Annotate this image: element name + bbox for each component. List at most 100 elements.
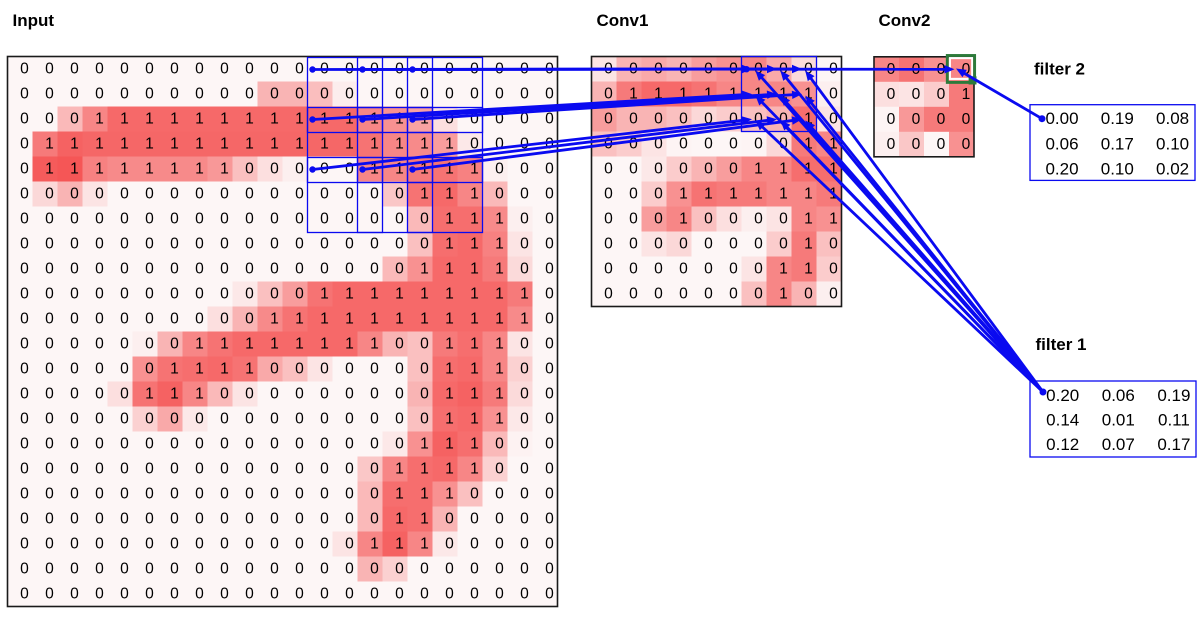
svg-text:0: 0 xyxy=(245,561,254,578)
svg-text:0: 0 xyxy=(120,511,129,528)
svg-text:0: 0 xyxy=(245,536,254,553)
svg-text:1: 1 xyxy=(345,111,354,128)
svg-text:0: 0 xyxy=(245,436,254,453)
svg-text:0: 0 xyxy=(195,461,204,478)
svg-text:0: 0 xyxy=(545,261,554,278)
svg-text:0: 0 xyxy=(245,486,254,503)
svg-text:0: 0 xyxy=(520,261,529,278)
svg-text:0: 0 xyxy=(320,236,329,253)
svg-text:1: 1 xyxy=(445,211,454,228)
svg-text:1: 1 xyxy=(420,536,429,553)
svg-text:1: 1 xyxy=(120,136,129,153)
svg-text:0: 0 xyxy=(962,111,971,128)
svg-text:0: 0 xyxy=(545,86,554,103)
svg-text:0: 0 xyxy=(420,336,429,353)
svg-text:1: 1 xyxy=(245,336,254,353)
svg-text:0: 0 xyxy=(270,411,279,428)
svg-text:0: 0 xyxy=(145,411,154,428)
svg-text:0: 0 xyxy=(145,336,154,353)
svg-text:0.01: 0.01 xyxy=(1102,411,1135,430)
svg-text:1: 1 xyxy=(270,311,279,328)
svg-text:1: 1 xyxy=(495,211,504,228)
svg-text:0: 0 xyxy=(345,436,354,453)
svg-text:1: 1 xyxy=(754,186,763,203)
svg-text:0: 0 xyxy=(629,286,638,303)
svg-text:0: 0 xyxy=(495,486,504,503)
svg-text:0: 0 xyxy=(295,86,304,103)
svg-text:0: 0 xyxy=(195,211,204,228)
svg-text:0: 0 xyxy=(195,486,204,503)
svg-text:1: 1 xyxy=(270,336,279,353)
svg-text:filter 2: filter 2 xyxy=(1034,60,1085,79)
svg-text:0: 0 xyxy=(545,161,554,178)
svg-text:0: 0 xyxy=(195,186,204,203)
svg-text:0: 0 xyxy=(120,386,129,403)
svg-text:0: 0 xyxy=(45,311,54,328)
svg-text:0: 0 xyxy=(345,161,354,178)
svg-text:0: 0 xyxy=(145,486,154,503)
svg-text:0: 0 xyxy=(320,386,329,403)
svg-text:1: 1 xyxy=(370,311,379,328)
svg-text:0: 0 xyxy=(70,536,79,553)
svg-text:1: 1 xyxy=(470,186,479,203)
svg-text:1: 1 xyxy=(370,336,379,353)
svg-text:0: 0 xyxy=(937,86,946,103)
svg-text:0: 0 xyxy=(220,286,229,303)
svg-text:1: 1 xyxy=(804,261,813,278)
svg-text:0: 0 xyxy=(520,436,529,453)
svg-text:0: 0 xyxy=(45,411,54,428)
svg-text:0: 0 xyxy=(679,286,688,303)
svg-text:1: 1 xyxy=(95,111,104,128)
svg-text:1: 1 xyxy=(320,336,329,353)
svg-text:0: 0 xyxy=(20,586,29,603)
svg-text:0: 0 xyxy=(70,311,79,328)
svg-text:0: 0 xyxy=(345,236,354,253)
svg-text:0: 0 xyxy=(20,161,29,178)
svg-text:0: 0 xyxy=(704,286,713,303)
svg-text:0: 0 xyxy=(170,236,179,253)
svg-text:0: 0 xyxy=(370,411,379,428)
svg-text:0: 0 xyxy=(420,361,429,378)
svg-text:0: 0 xyxy=(370,236,379,253)
svg-text:1: 1 xyxy=(495,361,504,378)
svg-text:0: 0 xyxy=(195,236,204,253)
svg-text:0: 0 xyxy=(295,411,304,428)
svg-text:0: 0 xyxy=(495,536,504,553)
svg-text:0: 0 xyxy=(495,511,504,528)
svg-text:0: 0 xyxy=(395,586,404,603)
svg-text:1: 1 xyxy=(295,336,304,353)
svg-text:1: 1 xyxy=(829,211,838,228)
svg-text:0: 0 xyxy=(245,161,254,178)
svg-text:1: 1 xyxy=(220,111,229,128)
svg-text:0: 0 xyxy=(604,186,613,203)
svg-text:0: 0 xyxy=(270,261,279,278)
svg-text:0.12: 0.12 xyxy=(1046,435,1079,454)
svg-text:0: 0 xyxy=(270,461,279,478)
svg-text:0: 0 xyxy=(145,286,154,303)
svg-text:0: 0 xyxy=(95,586,104,603)
svg-text:0: 0 xyxy=(170,561,179,578)
svg-text:0: 0 xyxy=(887,111,896,128)
svg-text:1: 1 xyxy=(270,136,279,153)
svg-text:1: 1 xyxy=(170,386,179,403)
svg-text:0: 0 xyxy=(295,486,304,503)
svg-text:0.11: 0.11 xyxy=(1158,411,1190,430)
svg-text:0: 0 xyxy=(195,436,204,453)
svg-text:0: 0 xyxy=(220,311,229,328)
svg-text:1: 1 xyxy=(495,336,504,353)
svg-text:0: 0 xyxy=(370,436,379,453)
svg-text:0: 0 xyxy=(654,211,663,228)
svg-text:1: 1 xyxy=(445,136,454,153)
svg-text:0: 0 xyxy=(420,211,429,228)
svg-text:0: 0 xyxy=(170,211,179,228)
svg-text:0: 0 xyxy=(95,411,104,428)
svg-text:0: 0 xyxy=(520,186,529,203)
svg-text:1: 1 xyxy=(679,211,688,228)
svg-text:0: 0 xyxy=(295,536,304,553)
svg-text:0: 0 xyxy=(145,61,154,78)
svg-text:0: 0 xyxy=(370,86,379,103)
svg-text:0: 0 xyxy=(654,186,663,203)
svg-text:0: 0 xyxy=(170,536,179,553)
svg-text:1: 1 xyxy=(445,411,454,428)
svg-text:1: 1 xyxy=(170,161,179,178)
